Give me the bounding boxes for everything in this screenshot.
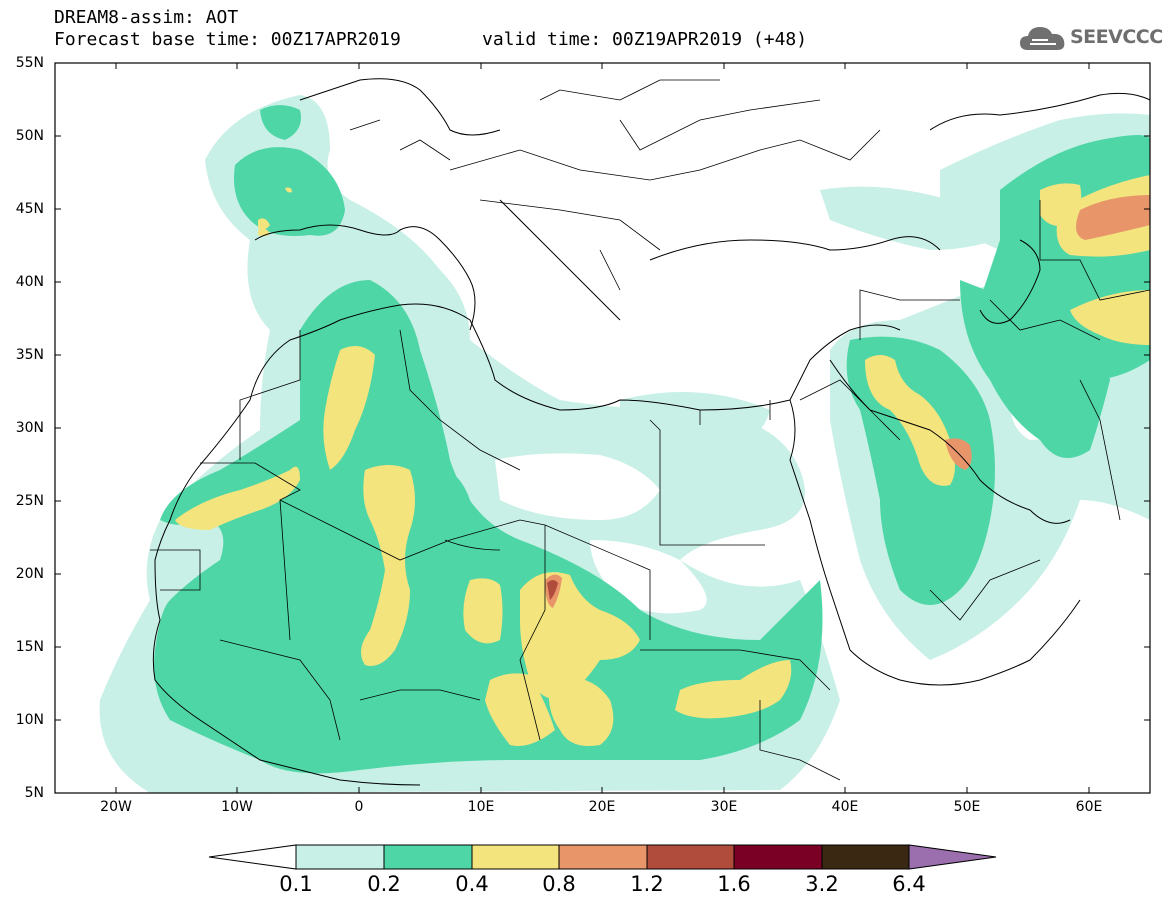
lat-label: 30N bbox=[15, 420, 44, 436]
coastlines bbox=[152, 78, 1150, 786]
map-title: DREAM8-assim: AOT bbox=[54, 7, 239, 28]
lon-label: 10W bbox=[221, 799, 253, 815]
lat-label: 10N bbox=[15, 712, 44, 728]
seevccc-logo: SEEVCCC bbox=[1018, 22, 1163, 56]
lat-label: 35N bbox=[15, 347, 44, 363]
lat-label: 20N bbox=[15, 566, 44, 582]
colorbar bbox=[208, 844, 997, 870]
lat-label: 55N bbox=[15, 55, 44, 71]
colorbar-swatch bbox=[733, 844, 823, 870]
colorbar-label: 0.1 bbox=[279, 872, 313, 896]
colorbar-label: 3.2 bbox=[805, 872, 839, 896]
colorbar-swatch bbox=[821, 844, 910, 870]
lon-label: 30E bbox=[710, 799, 738, 815]
colorbar-swatch bbox=[295, 844, 385, 870]
cloud-logo-icon bbox=[1020, 27, 1065, 50]
lat-label: 25N bbox=[15, 493, 44, 509]
lat-label: 15N bbox=[15, 639, 44, 655]
colorbar-label: 1.6 bbox=[717, 872, 751, 896]
colorbar-under bbox=[208, 844, 297, 870]
lon-label: 20W bbox=[100, 799, 132, 815]
colorbar-swatch bbox=[646, 844, 735, 870]
lat-label: 40N bbox=[15, 274, 44, 290]
colorbar-label: 6.4 bbox=[892, 872, 926, 896]
lat-label: 50N bbox=[15, 128, 44, 144]
logo-text: SEEVCCC bbox=[1070, 26, 1163, 48]
lon-label: 50E bbox=[953, 799, 981, 815]
borders bbox=[150, 79, 1150, 781]
colorbar-swatch bbox=[383, 844, 473, 870]
lon-label: 60E bbox=[1075, 799, 1103, 815]
colorbar-label: 0.8 bbox=[542, 872, 576, 896]
lon-label: 40E bbox=[831, 799, 859, 815]
lat-label: 45N bbox=[15, 201, 44, 217]
lon-label: 20E bbox=[588, 799, 616, 815]
colorbar-label: 0.2 bbox=[367, 872, 401, 896]
forecast-base-time: Forecast base time: 00Z17APR2019 bbox=[54, 29, 401, 50]
lon-label: 10E bbox=[467, 799, 495, 815]
colorbar-label: 1.2 bbox=[630, 872, 664, 896]
colorbar-over bbox=[908, 844, 997, 870]
lat-ticks bbox=[55, 62, 1150, 721]
lon-label: 0 bbox=[354, 799, 364, 815]
valid-time: valid time: 00Z19APR2019 (+48) bbox=[482, 29, 808, 50]
colorbar-swatch bbox=[471, 844, 560, 870]
colorbar-label: 0.4 bbox=[455, 872, 489, 896]
lon-ticks bbox=[115, 63, 1090, 793]
colorbar-swatch bbox=[558, 844, 648, 870]
aot-level-1.2 bbox=[547, 580, 558, 600]
lat-label: 5N bbox=[24, 785, 44, 801]
